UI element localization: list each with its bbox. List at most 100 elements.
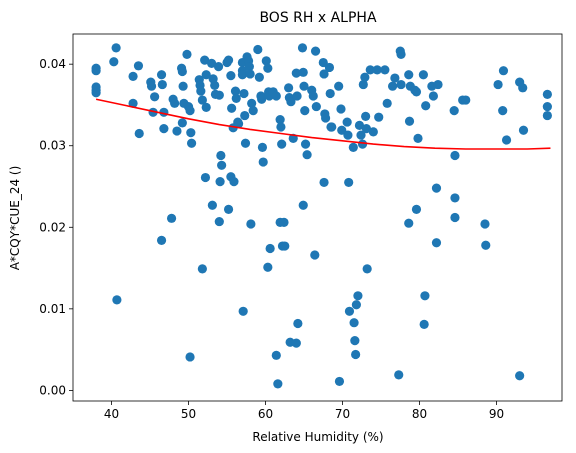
- data-point: [310, 250, 320, 260]
- data-point: [157, 79, 167, 90]
- data-point: [91, 66, 101, 76]
- data-point: [498, 106, 508, 116]
- data-point: [361, 124, 371, 134]
- data-point: [159, 124, 169, 134]
- data-point: [327, 122, 337, 132]
- y-tick-label: 0.00: [39, 383, 66, 397]
- data-point: [112, 295, 122, 305]
- data-point: [380, 65, 390, 75]
- data-point: [542, 110, 552, 121]
- data-point: [368, 127, 378, 137]
- data-point: [134, 128, 144, 139]
- y-tick-label: 0.03: [39, 139, 66, 153]
- data-point: [450, 150, 460, 161]
- data-point: [254, 72, 264, 82]
- y-axis-label: A*CQY*CUE_24 (): [8, 166, 22, 271]
- data-point: [207, 58, 217, 68]
- data-point: [394, 370, 404, 380]
- data-point: [420, 291, 430, 301]
- data-point: [177, 118, 187, 128]
- data-point: [302, 150, 312, 160]
- x-tick-label: 60: [258, 407, 273, 421]
- data-point: [201, 102, 211, 112]
- y-axis: 0.00 0.01 0.02 0.03 0.04: [39, 57, 73, 397]
- data-point: [344, 306, 355, 316]
- data-point: [247, 98, 257, 108]
- data-point: [156, 70, 167, 80]
- chart-title: BOS RH x ALPHA: [259, 10, 377, 26]
- data-point: [480, 219, 490, 229]
- data-point: [404, 116, 415, 126]
- data-point: [240, 138, 251, 148]
- data-point: [271, 350, 281, 360]
- data-point: [319, 69, 329, 79]
- data-point: [334, 81, 344, 91]
- data-point: [365, 65, 375, 75]
- data-point: [374, 112, 384, 122]
- data-point: [258, 157, 268, 167]
- data-point: [342, 117, 352, 127]
- data-point: [350, 336, 360, 346]
- data-point: [360, 72, 370, 82]
- data-point: [481, 240, 491, 250]
- data-point: [257, 142, 268, 152]
- data-point: [419, 319, 429, 329]
- data-point: [265, 243, 275, 254]
- data-point: [207, 200, 217, 210]
- data-point: [431, 183, 442, 193]
- fit-line: [95, 98, 551, 150]
- data-point: [223, 204, 234, 214]
- y-tick-label: 0.02: [39, 220, 66, 234]
- data-point: [343, 130, 353, 140]
- data-point: [421, 101, 431, 111]
- data-point: [284, 83, 294, 93]
- data-point: [404, 218, 414, 228]
- data-point: [277, 139, 287, 149]
- x-tick-label: 40: [104, 407, 119, 421]
- y-tick-label: 0.04: [39, 57, 66, 71]
- y-tick-label: 0.01: [39, 302, 66, 316]
- data-point: [177, 66, 187, 77]
- data-point: [276, 122, 286, 132]
- data-point: [239, 88, 249, 99]
- data-point: [357, 139, 368, 149]
- data-point: [91, 88, 101, 98]
- data-point: [449, 106, 459, 116]
- data-point: [279, 217, 289, 227]
- data-point: [299, 81, 309, 91]
- plot-frame: [72, 33, 563, 402]
- data-point: [214, 90, 224, 100]
- data-point: [518, 83, 528, 93]
- data-point: [253, 44, 263, 55]
- data-point: [515, 371, 525, 381]
- data-point: [245, 69, 255, 79]
- data-point: [308, 91, 318, 101]
- data-point: [418, 70, 428, 80]
- data-point: [227, 103, 237, 113]
- data-point: [178, 81, 188, 91]
- data-point: [200, 55, 210, 65]
- data-point: [109, 57, 119, 67]
- data-point: [293, 318, 303, 329]
- data-point: [344, 177, 354, 188]
- data-point: [291, 338, 301, 348]
- data-point: [156, 235, 167, 245]
- data-point: [390, 73, 400, 83]
- data-point: [325, 88, 335, 99]
- data-point: [353, 291, 363, 301]
- data-point: [362, 264, 372, 274]
- data-point: [318, 57, 328, 68]
- data-point: [182, 49, 192, 59]
- data-point: [300, 106, 310, 116]
- data-point: [300, 139, 311, 149]
- data-point: [186, 128, 196, 138]
- data-point: [297, 43, 308, 53]
- data-point: [185, 352, 195, 362]
- data-point: [411, 87, 422, 97]
- data-point: [166, 213, 177, 223]
- data-point: [226, 70, 236, 81]
- data-point: [196, 86, 206, 96]
- data-point: [351, 349, 361, 360]
- data-point: [201, 70, 211, 80]
